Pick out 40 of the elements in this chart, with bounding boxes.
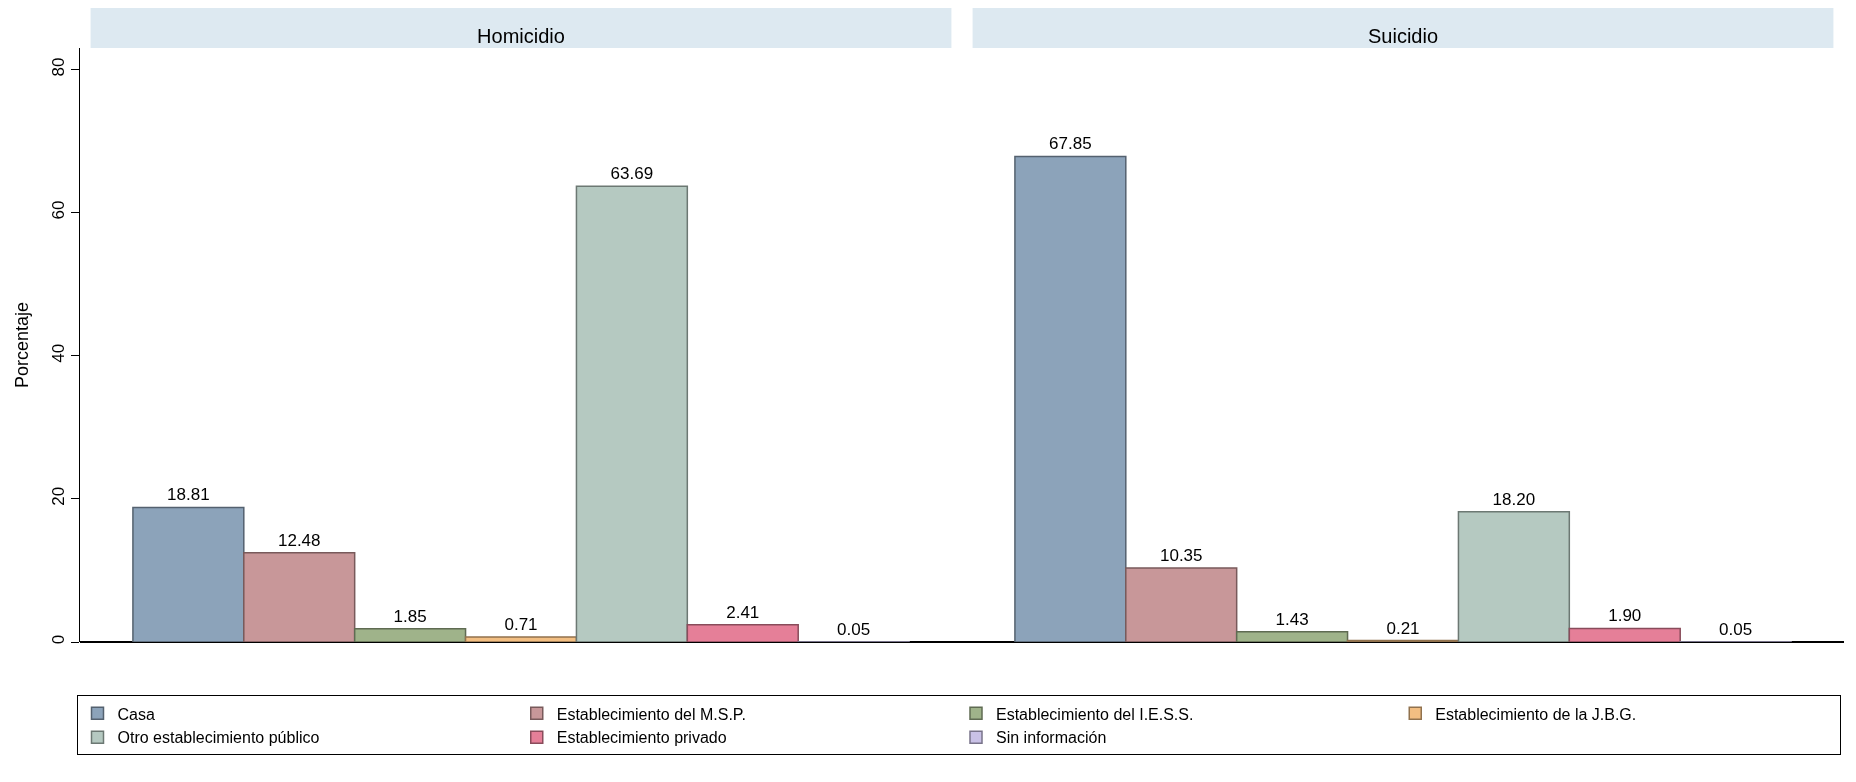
bar <box>1014 155 1127 642</box>
bar <box>1125 567 1238 642</box>
legend-label: Establecimiento privado <box>556 729 727 747</box>
bar <box>1568 627 1681 642</box>
data-label: 1.90 <box>1608 606 1642 626</box>
bar <box>575 185 689 642</box>
data-label: 1.85 <box>393 606 427 626</box>
legend-label: Establecimiento del M.S.P. <box>556 705 746 723</box>
data-label: 1.43 <box>1275 609 1309 629</box>
data-label: 0.05 <box>837 619 871 639</box>
data-label: 0.21 <box>1386 618 1420 638</box>
legend-label: Casa <box>117 705 155 723</box>
legend-label: Otro establecimiento público <box>117 729 320 747</box>
data-label: 12.48 <box>277 530 321 550</box>
y-tick-label: 20 <box>49 486 69 506</box>
legend-label: Establecimiento de la J.B.G. <box>1435 705 1637 723</box>
legend-label: Establecimiento del I.E.S.S. <box>996 705 1194 723</box>
data-label: 67.85 <box>1049 134 1092 154</box>
data-label: 2.41 <box>726 602 760 622</box>
data-label: 18.81 <box>167 485 210 505</box>
legend-label: Sin información <box>996 729 1107 747</box>
data-label: 10.35 <box>1159 545 1203 565</box>
data-label: 0.71 <box>504 614 538 634</box>
data-label: 0.05 <box>1719 619 1753 639</box>
y-tick-label: 0 <box>49 634 69 645</box>
y-tick-label: 60 <box>49 200 69 220</box>
y-axis-title: Porcentaje <box>12 301 33 389</box>
bar <box>353 628 467 642</box>
bar <box>132 506 245 642</box>
bar <box>243 551 356 642</box>
bar <box>464 636 578 642</box>
data-label: 63.69 <box>610 164 654 184</box>
x-tick-label: Suicidio <box>1367 25 1439 47</box>
bar <box>1457 511 1571 642</box>
y-tick-label: 80 <box>49 57 69 77</box>
x-tick-label: Homicidio <box>477 25 565 47</box>
bar <box>1235 631 1349 642</box>
bar <box>686 624 799 642</box>
data-label: 18.20 <box>1492 489 1536 509</box>
y-tick-label: 40 <box>49 343 69 363</box>
